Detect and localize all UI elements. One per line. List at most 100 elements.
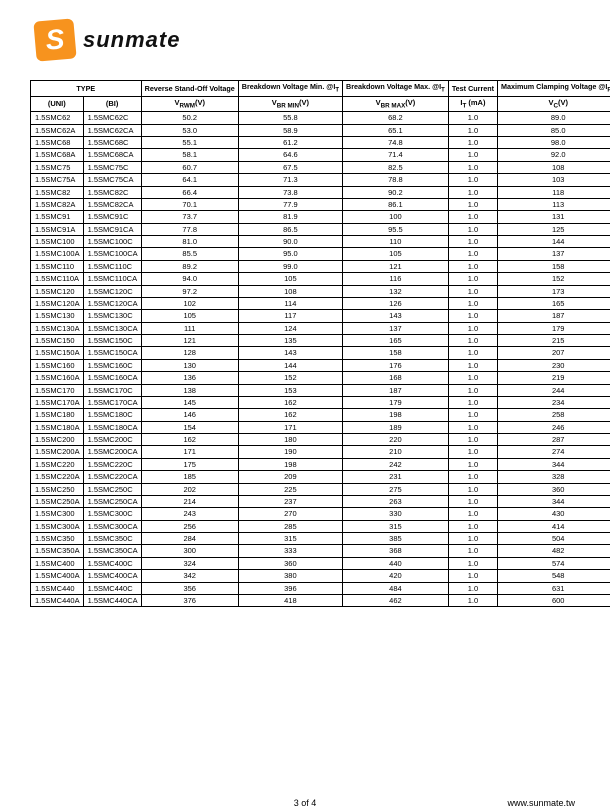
cell: 1.5SMC400A: [31, 570, 84, 582]
cell: 173: [498, 285, 610, 297]
cell: 324: [141, 557, 238, 569]
cell: 1.5SMC160CA: [83, 372, 141, 384]
table-header: TYPEReverse Stand-Off VoltageBreakdown V…: [31, 81, 610, 112]
cell: 64.1: [141, 174, 238, 186]
cell: 189: [343, 421, 449, 433]
cell: 1.5SMC100C: [83, 236, 141, 248]
cell: 1.0: [448, 223, 497, 235]
cell: 1.0: [448, 594, 497, 606]
cell: 1.5SMC91: [31, 211, 84, 223]
cell: 234: [498, 396, 610, 408]
cell: 1.5SMC91CA: [83, 223, 141, 235]
cell: 418: [238, 594, 342, 606]
cell: 137: [343, 322, 449, 334]
cell: 1.5SMC82A: [31, 198, 84, 210]
cell: 58.9: [238, 124, 342, 136]
cell: 284: [141, 533, 238, 545]
cell: 1.0: [448, 149, 497, 161]
cell: 82.5: [343, 161, 449, 173]
table-row: 1.5SMC2201.5SMC220C1751982421.03444.45.0: [31, 458, 610, 470]
cell: 144: [498, 236, 610, 248]
cell: 1.0: [448, 458, 497, 470]
cell: 1.5SMC300CA: [83, 520, 141, 532]
cell: 285: [238, 520, 342, 532]
cell: 1.5SMC82CA: [83, 198, 141, 210]
cell: 1.5SMC120CA: [83, 297, 141, 309]
cell: 600: [498, 594, 610, 606]
cell: 58.1: [141, 149, 238, 161]
col-subheader: VC(V): [498, 96, 610, 111]
cell: 143: [343, 310, 449, 322]
cell: 1.5SMC62CA: [83, 124, 141, 136]
col-subheader: IT (mA): [448, 96, 497, 111]
cell: 105: [238, 273, 342, 285]
cell: 187: [498, 310, 610, 322]
cell: 342: [141, 570, 238, 582]
table-row: 1.5SMC100A1.5SMC100CA85.595.01051.013711…: [31, 248, 610, 260]
table-row: 1.5SMC821.5SMC82C66.473.890.21.011812.95…: [31, 186, 610, 198]
cell: 116: [343, 273, 449, 285]
cell: 180: [238, 434, 342, 446]
cell: 1.0: [448, 260, 497, 272]
cell: 103: [498, 174, 610, 186]
table-row: 1.5SMC911.5SMC91C73.781.91001.013111.65.…: [31, 211, 610, 223]
cell: 65.1: [343, 124, 449, 136]
cell: 440: [343, 557, 449, 569]
cell: 1.0: [448, 248, 497, 260]
cell: 344: [498, 495, 610, 507]
table-row: 1.5SMC751.5SMC75C60.767.582.51.010814.15…: [31, 161, 610, 173]
col-header: Reverse Stand-Off Voltage: [141, 81, 238, 97]
cell: 1.5SMC91A: [31, 223, 84, 235]
cell: 117: [238, 310, 342, 322]
cell: 113: [498, 198, 610, 210]
cell: 1.0: [448, 124, 497, 136]
cell: 356: [141, 582, 238, 594]
cell: 258: [498, 409, 610, 421]
cell: 158: [498, 260, 610, 272]
cell: 1.0: [448, 508, 497, 520]
cell: 1.5SMC150A: [31, 347, 84, 359]
table-row: 1.5SMC1301.5SMC130C1051171431.01878.15.0: [31, 310, 610, 322]
cell: 89.2: [141, 260, 238, 272]
cell: 1.5SMC220A: [31, 471, 84, 483]
cell: 179: [498, 322, 610, 334]
cell: 1.5SMC350CA: [83, 545, 141, 557]
cell: 162: [141, 434, 238, 446]
cell: 328: [498, 471, 610, 483]
table-row: 1.5SMC2001.5SMC200C1621802201.02875.35.0: [31, 434, 610, 446]
cell: 1.0: [448, 273, 497, 285]
table-row: 1.5SMC1001.5SMC100C81.090.01101.014410.6…: [31, 236, 610, 248]
cell: 198: [343, 409, 449, 421]
cell: 198: [238, 458, 342, 470]
cell: 1.5SMC300C: [83, 508, 141, 520]
cell: 1.0: [448, 384, 497, 396]
cell: 95.5: [343, 223, 449, 235]
cell: 1.5SMC440: [31, 582, 84, 594]
cell: 1.0: [448, 372, 497, 384]
cell: 1.5SMC120: [31, 285, 84, 297]
cell: 162: [238, 396, 342, 408]
table-row: 1.5SMC1701.5SMC170C1381531871.02446.25.0: [31, 384, 610, 396]
cell: 368: [343, 545, 449, 557]
cell: 1.0: [448, 582, 497, 594]
cell: 1.5SMC150C: [83, 335, 141, 347]
cell: 1.5SMC350A: [31, 545, 84, 557]
cell: 60.7: [141, 161, 238, 173]
cell: 1.5SMC68: [31, 137, 84, 149]
cell: 73.7: [141, 211, 238, 223]
cell: 111: [141, 322, 238, 334]
cell: 1.5SMC180CA: [83, 421, 141, 433]
cell: 94.0: [141, 273, 238, 285]
cell: 1.0: [448, 347, 497, 359]
table-row: 1.5SMC68A1.5SMC68CA58.164.671.41.092.016…: [31, 149, 610, 161]
cell: 1.5SMC220CA: [83, 471, 141, 483]
cell: 121: [141, 335, 238, 347]
cell: 1.5SMC75: [31, 161, 84, 173]
cell: 71.4: [343, 149, 449, 161]
cell: 1.0: [448, 359, 497, 371]
cell: 1.0: [448, 471, 497, 483]
cell: 1.0: [448, 297, 497, 309]
table-row: 1.5SMC120A1.5SMC120CA1021141261.01659.25…: [31, 297, 610, 309]
cell: 154: [141, 421, 238, 433]
cell: 97.2: [141, 285, 238, 297]
